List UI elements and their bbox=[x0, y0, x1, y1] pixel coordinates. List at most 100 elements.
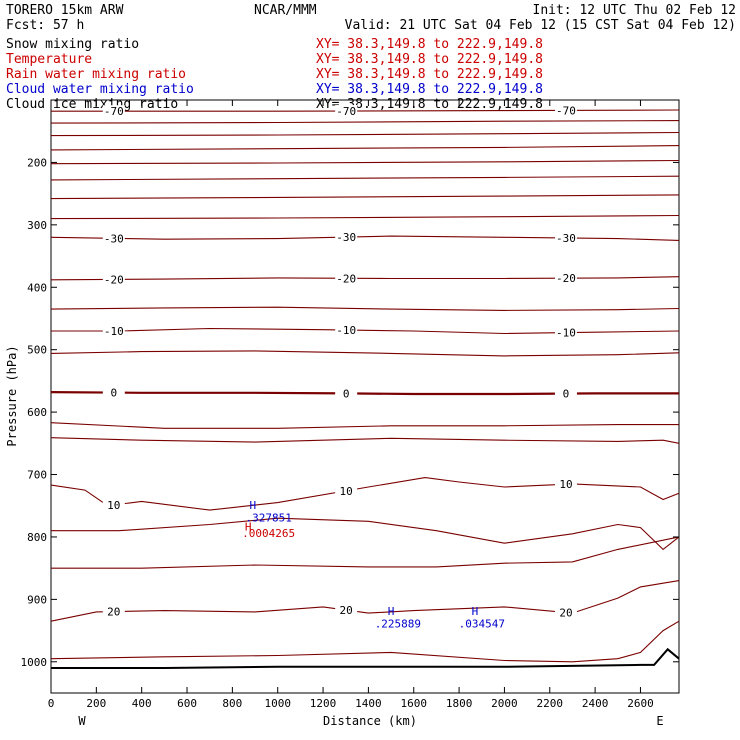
contour-label-bg bbox=[102, 498, 125, 511]
contour-label-bg bbox=[102, 324, 125, 337]
field-xy-cloud-ice: XY= 38.3,149.8 to 222.9,149.8 bbox=[316, 97, 543, 112]
x-tick-label: 2000 bbox=[491, 697, 518, 710]
contour-label-bg bbox=[102, 105, 125, 118]
temperature-contour bbox=[50, 437, 680, 444]
x-tick-label: 1800 bbox=[446, 697, 473, 710]
y-tick-label: 500 bbox=[27, 344, 47, 357]
rain-max-label: .0004265 bbox=[242, 527, 295, 540]
contour-label-bg bbox=[335, 604, 358, 617]
temperature-contour bbox=[50, 477, 680, 511]
valid-time: Valid: 21 UTC Sat 04 Feb 12 (15 CST Sat … bbox=[345, 18, 736, 33]
y-tick-label: 800 bbox=[27, 531, 47, 544]
cloud-water-max-label: .225889 bbox=[375, 617, 421, 630]
x-tick-label: 1000 bbox=[264, 697, 291, 710]
contour-label-bg bbox=[554, 478, 577, 491]
contour-label: 20 bbox=[559, 607, 572, 620]
field-name-temperature: Temperature bbox=[6, 52, 92, 67]
y-tick-label: 900 bbox=[27, 593, 47, 606]
contour-label: -10 bbox=[556, 327, 576, 340]
center-title: NCAR/MMM bbox=[254, 3, 317, 18]
temperature-contour bbox=[50, 175, 680, 181]
temperature-contour bbox=[50, 580, 680, 622]
y-axis-label: Pressure (hPa) bbox=[5, 345, 19, 446]
plot-frame bbox=[50, 99, 680, 694]
temperature-contour bbox=[50, 235, 680, 241]
x-tick-label: 2400 bbox=[582, 697, 609, 710]
temperature-contour bbox=[50, 159, 680, 165]
temperature-contour bbox=[50, 620, 680, 663]
temperature-contour bbox=[51, 536, 680, 569]
terrain-line bbox=[51, 647, 680, 669]
contour-label: 20 bbox=[340, 604, 353, 617]
field-xy-rain: XY= 38.3,149.8 to 222.9,149.8 bbox=[316, 67, 543, 82]
x-tick-label: 2200 bbox=[537, 697, 564, 710]
contour-label: -30 bbox=[336, 231, 356, 244]
cloud-water-max-label: H bbox=[472, 605, 479, 618]
x-tick-label: 2600 bbox=[627, 697, 654, 710]
contour-label: 20 bbox=[107, 606, 120, 619]
contour-label: -70 bbox=[556, 104, 576, 117]
contour-label-bg bbox=[335, 231, 358, 244]
contour-label: -70 bbox=[104, 105, 124, 118]
y-tick-label: 600 bbox=[27, 406, 47, 419]
field-xy-cloud-water: XY= 38.3,149.8 to 222.9,149.8 bbox=[316, 82, 543, 97]
temperature-contour bbox=[50, 276, 680, 281]
rain-max-label: H bbox=[245, 521, 252, 534]
contour-label-bg bbox=[102, 386, 125, 399]
field-name-rain: Rain water mixing ratio bbox=[6, 67, 186, 82]
temperature-contour bbox=[51, 517, 680, 551]
cloud-water-max-label: .034547 bbox=[459, 617, 505, 630]
contour-label: -20 bbox=[336, 272, 356, 285]
x-tick-label: 200 bbox=[86, 697, 106, 710]
temperature-contour bbox=[50, 145, 680, 151]
field-name-cloud-water: Cloud water mixing ratio bbox=[6, 82, 194, 97]
temperature-contour bbox=[50, 422, 679, 429]
contour-label-bg bbox=[554, 326, 577, 339]
contour-label: 0 bbox=[110, 387, 117, 400]
y-tick-label: 300 bbox=[27, 219, 47, 232]
field-xy-snow: XY= 38.3,149.8 to 222.9,149.8 bbox=[316, 37, 543, 52]
temperature-contour bbox=[50, 350, 680, 357]
contour-label: -20 bbox=[556, 272, 576, 285]
contour-label: 10 bbox=[559, 478, 572, 491]
contour-label: -20 bbox=[104, 273, 124, 286]
contour-label-bg bbox=[335, 484, 358, 497]
contour-label: -10 bbox=[336, 324, 356, 337]
field-name-cloud-ice: Cloud ice mixing ratio bbox=[6, 97, 178, 112]
x-tick-label: 600 bbox=[177, 697, 197, 710]
contour-label-bg bbox=[335, 387, 358, 400]
contour-label-bg bbox=[335, 105, 358, 118]
temperature-contour bbox=[50, 194, 680, 200]
contour-label-bg bbox=[335, 272, 358, 285]
forecast-hour: Fcst: 57 h bbox=[6, 18, 84, 33]
temperature-contour bbox=[50, 214, 680, 220]
temperature-contour bbox=[50, 120, 680, 124]
temperature-contour bbox=[51, 327, 680, 335]
x-tick-label: 1600 bbox=[400, 697, 427, 710]
x-tick-label: 400 bbox=[132, 697, 152, 710]
temperature-contour bbox=[50, 131, 680, 137]
contour-label: -10 bbox=[104, 325, 124, 338]
y-tick-label: 1000 bbox=[21, 656, 48, 669]
x-axis-label: Distance (km) bbox=[323, 714, 417, 728]
x-axis-east-label: E bbox=[656, 714, 663, 728]
cloud-water-max-label: H bbox=[249, 499, 256, 512]
init-time: Init: 12 UTC Thu 02 Feb 12 bbox=[533, 3, 737, 18]
x-axis-west-label: W bbox=[78, 714, 86, 728]
model-title: TORERO 15km ARW bbox=[6, 3, 124, 18]
contour-label: 10 bbox=[107, 499, 120, 512]
x-tick-label: 800 bbox=[222, 697, 242, 710]
contour-label-bg bbox=[554, 606, 577, 619]
contour-label: 10 bbox=[340, 485, 353, 498]
temperature-contour bbox=[50, 306, 680, 311]
contour-label-bg bbox=[102, 273, 125, 286]
contour-label-bg bbox=[554, 104, 577, 117]
contour-label: -30 bbox=[556, 232, 576, 245]
y-tick-label: 700 bbox=[27, 469, 47, 482]
x-tick-label: 0 bbox=[48, 697, 55, 710]
y-tick-label: 400 bbox=[27, 281, 47, 294]
temperature-contour bbox=[51, 109, 680, 112]
cloud-water-max-label: .327851 bbox=[245, 511, 291, 524]
contour-label-bg bbox=[554, 272, 577, 285]
